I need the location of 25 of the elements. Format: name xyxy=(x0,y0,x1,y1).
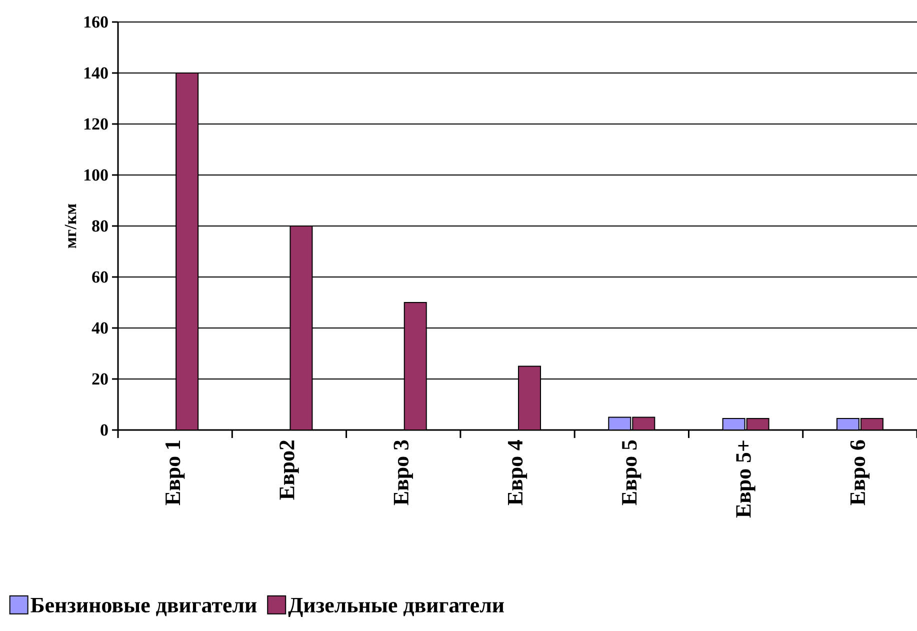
y-tick-label: 140 xyxy=(84,67,108,79)
x-tick-label: Евро 6 xyxy=(850,440,870,506)
y-tick-label: 100 xyxy=(84,169,108,181)
bar xyxy=(176,72,199,430)
bar xyxy=(518,366,542,430)
y-tick-label: 0 xyxy=(100,424,108,436)
y-tick-label: 120 xyxy=(84,118,108,130)
y-axis-title: мг/км xyxy=(64,204,76,248)
bar xyxy=(608,417,631,430)
y-tick-label: 80 xyxy=(92,220,108,232)
bar xyxy=(404,302,427,430)
y-tick-label: 60 xyxy=(92,271,108,283)
legend-label: Бензиновые двигатели xyxy=(30,598,257,616)
y-tick-label: 40 xyxy=(92,322,108,334)
y-tick-label: 160 xyxy=(84,16,108,28)
x-tick-label: Евро 3 xyxy=(394,440,413,506)
y-tick-label: 20 xyxy=(92,373,108,385)
x-tick-label: Евро 5+ xyxy=(736,440,756,518)
x-tick-label: Евро2 xyxy=(280,440,299,500)
x-tick-label: Евро 5 xyxy=(622,440,642,506)
bar xyxy=(632,417,655,430)
x-tick-label: Евро 1 xyxy=(166,440,185,506)
x-tick-label: Евро 4 xyxy=(508,440,528,506)
legend-label: Дизельные двигатели xyxy=(288,598,504,617)
bar xyxy=(290,225,313,430)
